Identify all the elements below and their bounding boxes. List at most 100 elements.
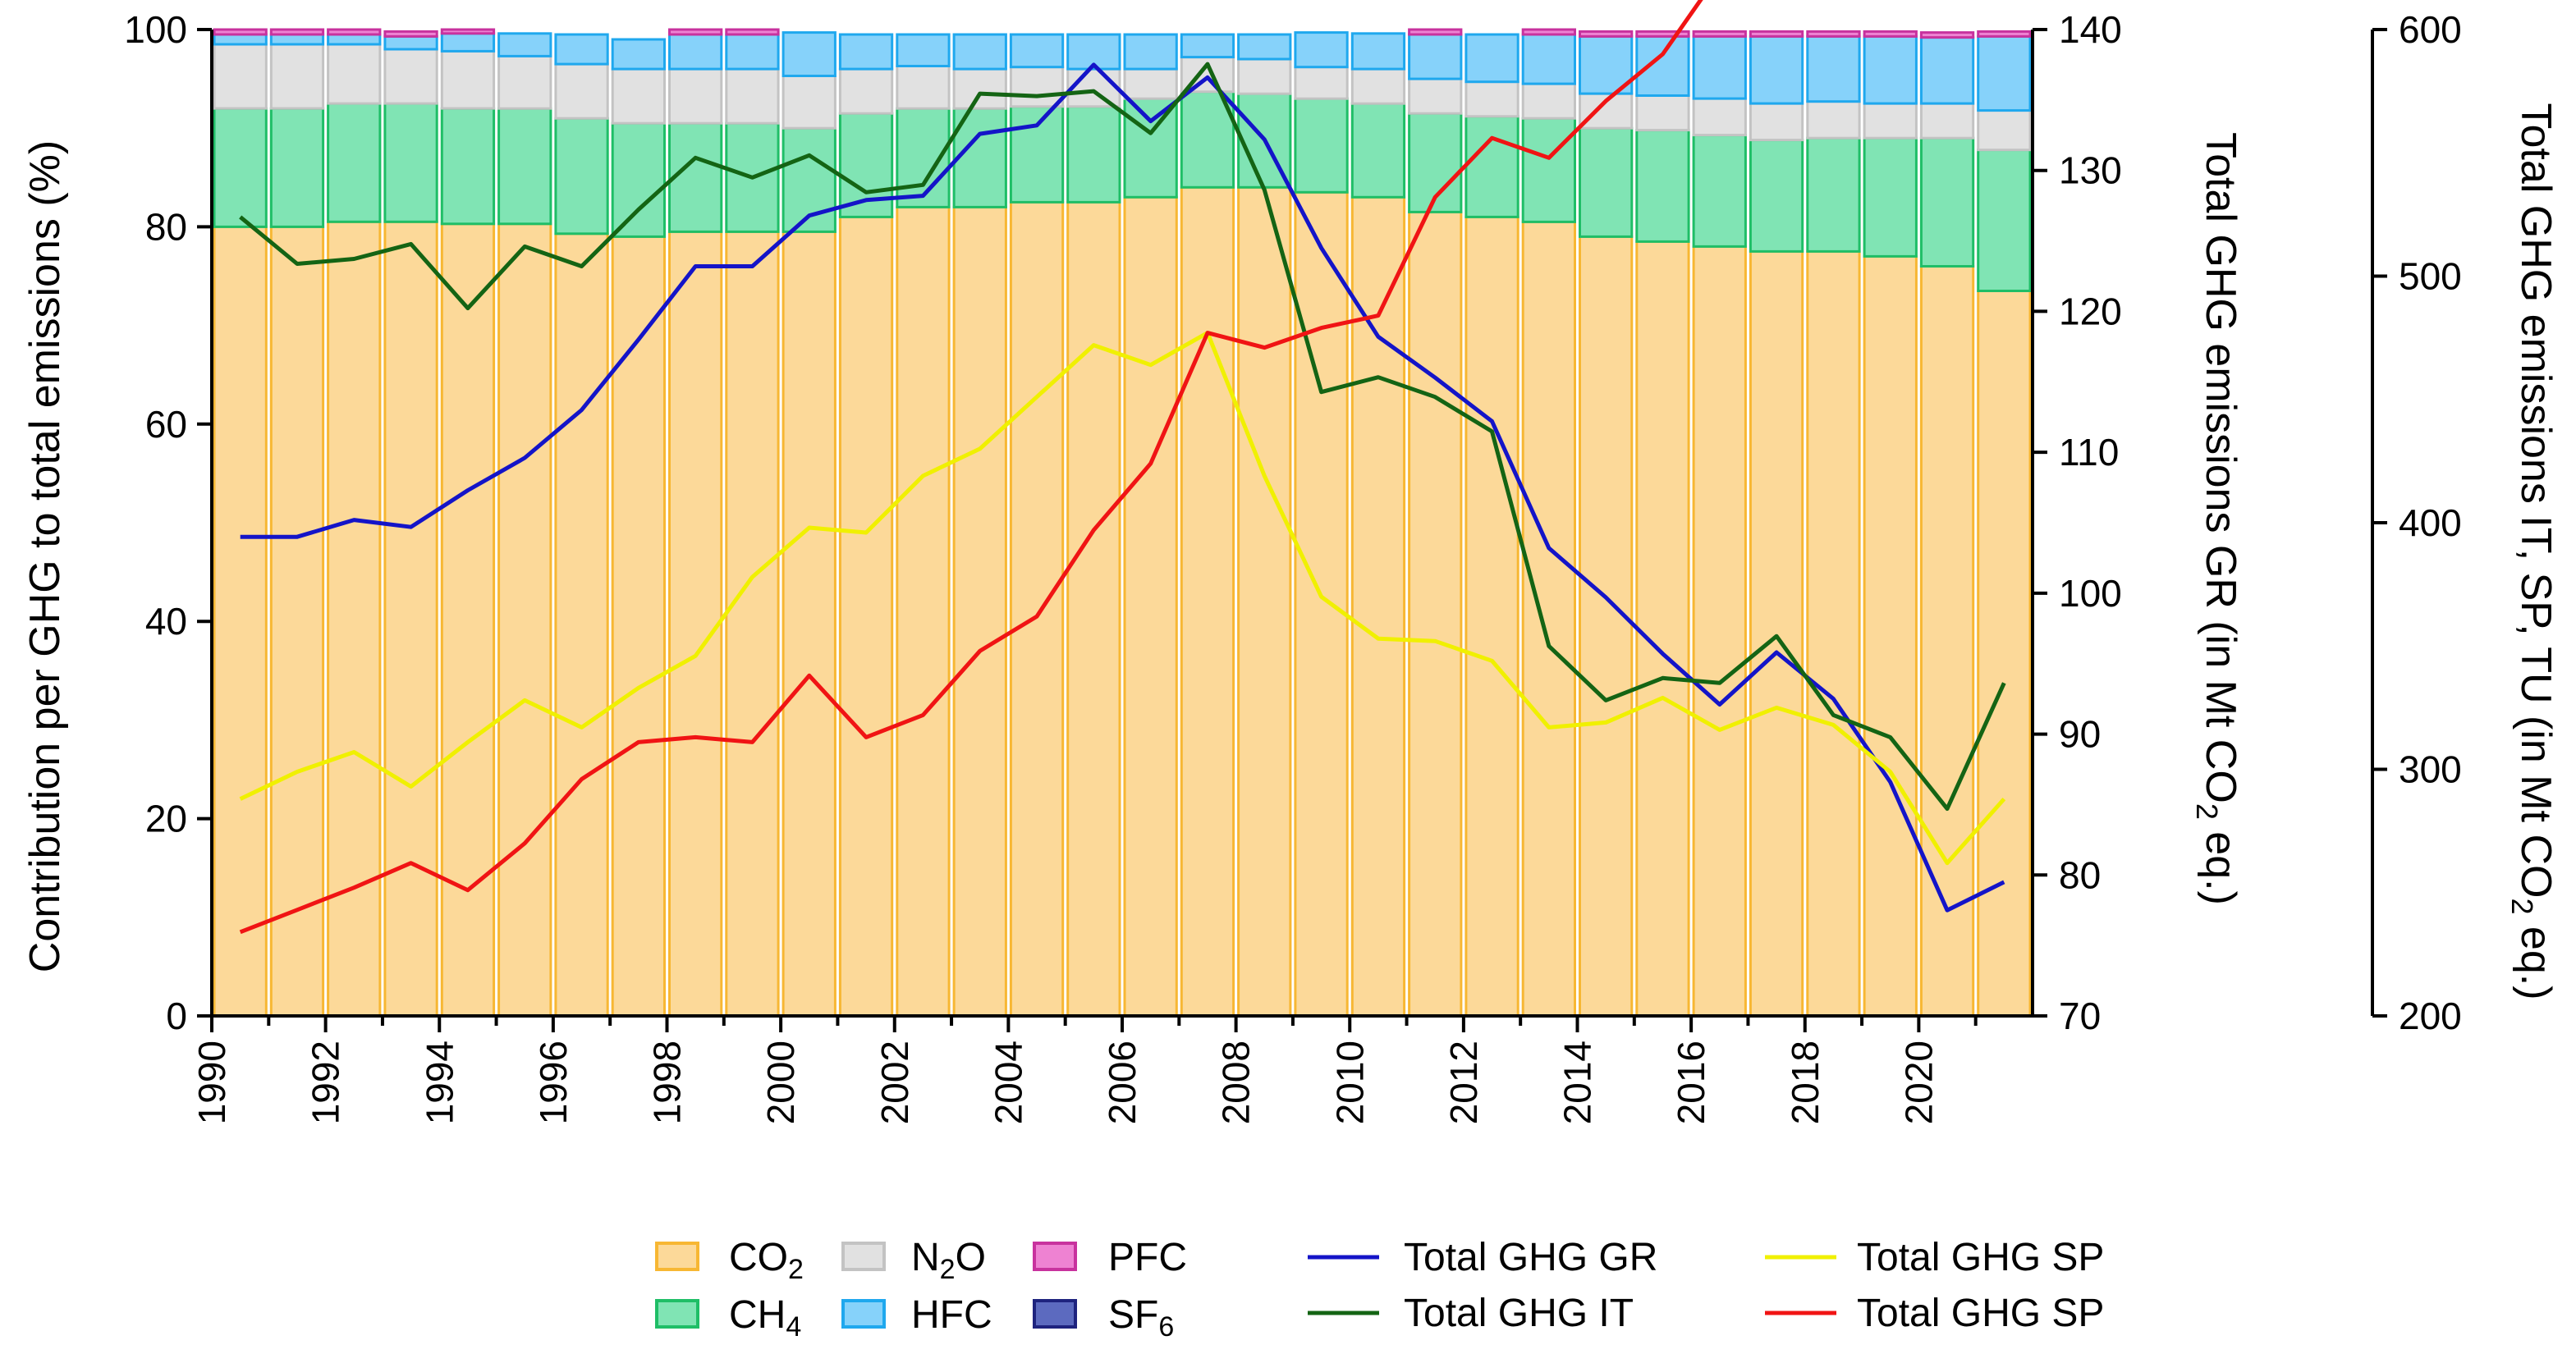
bar-n2o-2021 bbox=[1977, 109, 2032, 152]
bar-hfc-1996 bbox=[554, 33, 609, 66]
x-tick-label-1998: 1998 bbox=[646, 1041, 689, 1124]
bar-ch4-2021 bbox=[1977, 149, 2032, 292]
left-tick-label-20: 20 bbox=[145, 798, 187, 840]
bar-co2-1996 bbox=[554, 232, 609, 1018]
left-tick-label-60: 60 bbox=[145, 403, 187, 446]
legend-label-n2o: N2O bbox=[911, 1236, 986, 1285]
bar-n2o-2003 bbox=[952, 67, 1007, 110]
bar-pfc-2021 bbox=[1977, 30, 2032, 38]
bar-ch4-2019 bbox=[1863, 136, 1918, 258]
bar-n2o-1991 bbox=[269, 43, 325, 110]
bar-ch4-1996 bbox=[554, 117, 609, 236]
bar-hfc-2017 bbox=[1749, 34, 1804, 105]
right-axis-gr-title: Total GHG emissions GR (in Mt CO2 eq.) bbox=[2190, 132, 2244, 905]
bar-ch4-2020 bbox=[1919, 136, 1975, 268]
bar-pfc-1992 bbox=[327, 28, 382, 36]
bar-n2o-1997 bbox=[611, 67, 667, 125]
line-series-2 bbox=[239, 331, 2006, 866]
bar-ch4-1997 bbox=[611, 121, 667, 238]
x-tick-label-2000: 2000 bbox=[759, 1041, 802, 1124]
bar-n2o-1999 bbox=[725, 67, 780, 125]
bar-hfc-1998 bbox=[668, 33, 723, 71]
bar-co2-2011 bbox=[1408, 210, 1463, 1018]
bar-n2o-1996 bbox=[554, 62, 609, 120]
legend-swatch-ch4 bbox=[655, 1299, 699, 1329]
legend-label-hfc: HFC bbox=[911, 1293, 992, 1337]
bar-co2-1993 bbox=[383, 220, 438, 1018]
bar-pfc-2017 bbox=[1749, 30, 1804, 38]
bar-ch4-2007 bbox=[1180, 90, 1235, 189]
x-tick-label-2018: 2018 bbox=[1784, 1041, 1827, 1124]
bar-ch4-2016 bbox=[1692, 134, 1747, 248]
bar-n2o-1992 bbox=[327, 43, 382, 105]
right-gr-tick-label-130: 130 bbox=[2059, 149, 2122, 192]
bar-n2o-2015 bbox=[1635, 94, 1690, 132]
bar-pfc-2011 bbox=[1408, 28, 1463, 36]
bar-hfc-2014 bbox=[1579, 34, 1634, 95]
left-tick-label-0: 0 bbox=[166, 995, 187, 1037]
x-tick-label-1992: 1992 bbox=[305, 1041, 347, 1124]
bar-co2-1997 bbox=[611, 235, 667, 1018]
right-axis-it-sp-tu-title: Total GHG emissions IT, SP, TU (in Mt CO… bbox=[2505, 103, 2560, 999]
bar-pfc-2018 bbox=[1806, 30, 1861, 38]
right-axis-it-title-sub: 2 bbox=[2505, 898, 2539, 914]
bar-n2o-1994 bbox=[440, 49, 496, 110]
bar-ch4-1995 bbox=[497, 107, 552, 226]
bar-ch4-2018 bbox=[1806, 136, 1861, 253]
bar-co2-2000 bbox=[782, 230, 837, 1018]
bar-n2o-2018 bbox=[1806, 100, 1861, 140]
total-emission-lines bbox=[239, 0, 2006, 935]
right-it-tick-label-400: 400 bbox=[2399, 501, 2462, 544]
bar-hfc-2019 bbox=[1863, 34, 1918, 105]
left-tick-label-80: 80 bbox=[145, 205, 187, 248]
legend-label-ch4: CH4 bbox=[729, 1293, 801, 1343]
right-axis-it-title-end: eq.) bbox=[2512, 914, 2560, 999]
bar-pfc-2020 bbox=[1919, 31, 1975, 39]
legend-swatch-co2 bbox=[655, 1242, 699, 1271]
right-gr-tick-label-140: 140 bbox=[2059, 8, 2122, 51]
bar-n2o-2006 bbox=[1123, 67, 1178, 100]
bar-co2-2007 bbox=[1180, 185, 1235, 1018]
x-tick-label-2002: 2002 bbox=[873, 1041, 916, 1124]
bar-n2o-2005 bbox=[1066, 67, 1121, 108]
bar-n2o-2008 bbox=[1237, 57, 1292, 95]
bar-co2-2004 bbox=[1009, 200, 1065, 1018]
bar-pfc-2016 bbox=[1692, 30, 1747, 38]
bar-n2o-2000 bbox=[782, 75, 837, 130]
bar-pfc-1993 bbox=[383, 30, 438, 38]
stacked-bars bbox=[213, 28, 2032, 1018]
line-series-1 bbox=[239, 62, 2006, 812]
right-axis-gr-title-sub: 2 bbox=[2190, 803, 2224, 820]
bar-ch4-2015 bbox=[1635, 129, 1690, 243]
bar-hfc-2018 bbox=[1806, 34, 1861, 103]
bar-co2-1994 bbox=[440, 222, 496, 1018]
bar-co2-2017 bbox=[1749, 249, 1804, 1018]
bar-pfc-1999 bbox=[725, 28, 780, 36]
bar-hfc-2000 bbox=[782, 31, 837, 77]
bar-hfc-2008 bbox=[1237, 33, 1292, 61]
bar-co2-1990 bbox=[213, 225, 268, 1018]
right-it-tick-label-500: 500 bbox=[2399, 255, 2462, 298]
bar-hfc-1991 bbox=[269, 33, 325, 46]
legend-label-gr: Total GHG GR bbox=[1404, 1236, 1657, 1279]
bar-hfc-2003 bbox=[952, 33, 1007, 71]
bar-co2-2009 bbox=[1294, 190, 1349, 1018]
bar-hfc-2020 bbox=[1919, 36, 1975, 105]
x-tick-label-2020: 2020 bbox=[1897, 1041, 1940, 1124]
bar-n2o-1993 bbox=[383, 48, 438, 105]
bar-co2-2018 bbox=[1806, 249, 1861, 1018]
x-tick-label-1990: 1990 bbox=[190, 1041, 233, 1124]
bar-hfc-1992 bbox=[327, 33, 382, 46]
bar-hfc-2013 bbox=[1521, 33, 1576, 85]
bar-hfc-2007 bbox=[1180, 33, 1235, 59]
bar-co2-2021 bbox=[1977, 290, 2032, 1018]
bar-hfc-2015 bbox=[1635, 34, 1690, 97]
bar-hfc-2011 bbox=[1408, 33, 1463, 80]
legend-label-sp-yellow: Total GHG SP bbox=[1857, 1236, 2104, 1279]
right-axis-it-title-main: Total GHG emissions IT, SP, TU (in Mt CO bbox=[2512, 103, 2560, 898]
legend: CO2 CH4 N2O HFC PFC SF6 Total GHG GR Tot… bbox=[655, 1236, 2104, 1343]
bar-hfc-2002 bbox=[896, 33, 951, 67]
bar-co2-2008 bbox=[1237, 185, 1292, 1018]
right-gr-tick-label-100: 100 bbox=[2059, 572, 2122, 615]
bar-co2-2002 bbox=[896, 205, 951, 1018]
